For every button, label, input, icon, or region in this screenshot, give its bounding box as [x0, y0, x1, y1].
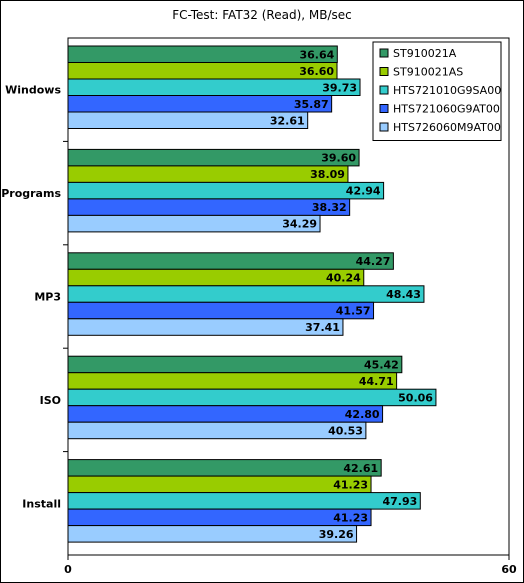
bar-install-hts721010g9sa00 — [67, 492, 421, 510]
bar-windows-hts726060m9at00 — [67, 111, 309, 129]
bar-install-hts726060m9at00 — [67, 525, 358, 543]
bar-iso-hts726060m9at00 — [67, 421, 367, 440]
chart-title: FC-Test: FAT32 (Read), MB/sec — [172, 8, 352, 22]
legend-label-hts721010g9sa00: HTS721010G9SA00 — [393, 84, 501, 97]
legend-label-hts721060g9at00: HTS721060G9AT00 — [393, 103, 500, 116]
value-label: 42.94 — [346, 185, 381, 198]
value-label: 36.60 — [299, 65, 334, 78]
bar-mp3-hts721060g9at00 — [67, 301, 375, 320]
value-label: 50.06 — [398, 391, 433, 404]
bar-programs-hts721010g9sa00 — [67, 181, 385, 200]
bar-programs-st910021as — [67, 165, 349, 183]
bar-windows-st910021as — [67, 62, 338, 80]
bar-programs-hts726060m9at00 — [67, 214, 321, 233]
x-tick-label: 0 — [64, 563, 72, 576]
category-label-install: Install — [22, 497, 61, 510]
category-label-windows: Windows — [5, 84, 61, 97]
category-label-mp3: MP3 — [34, 291, 61, 304]
value-label: 35.87 — [294, 98, 329, 111]
legend-swatch-hts726060m9at00 — [379, 122, 389, 132]
legend-swatch-st910021as — [379, 67, 389, 76]
bar-windows-hts721010g9sa00 — [67, 78, 361, 96]
legend-label-hts726060m9at00: HTS726060M9AT00 — [393, 121, 501, 134]
bar-iso-hts721010g9sa00 — [67, 388, 437, 407]
legend-swatch-hts721060g9at00 — [379, 104, 389, 113]
value-label: 39.73 — [322, 81, 357, 94]
value-label: 38.09 — [310, 168, 345, 181]
bar-mp3-st910021as — [67, 268, 365, 287]
bar-programs-st910021a — [67, 148, 360, 167]
value-label: 41.23 — [333, 511, 368, 524]
bar-programs-hts721060g9at00 — [67, 198, 351, 216]
value-label: 39.60 — [321, 152, 356, 165]
value-label: 38.32 — [312, 201, 347, 214]
value-label: 34.29 — [282, 218, 317, 231]
bar-mp3-hts726060m9at00 — [67, 318, 344, 336]
value-label: 32.61 — [270, 114, 305, 127]
category-label-programs: Programs — [1, 187, 61, 200]
bar-mp3-st910021a — [67, 252, 394, 270]
bar-iso-st910021a — [67, 355, 403, 374]
value-label: 39.26 — [319, 528, 354, 541]
bar-windows-st910021a — [67, 45, 338, 63]
value-label: 40.24 — [326, 272, 361, 285]
bar-iso-hts721060g9at00 — [67, 405, 384, 423]
bar-install-st910021a — [67, 459, 382, 477]
value-label: 47.93 — [382, 495, 417, 508]
bar-install-hts721060g9at00 — [67, 508, 372, 527]
x-tick-label: 60 — [501, 563, 517, 576]
value-label: 44.71 — [359, 375, 394, 388]
value-label: 36.64 — [300, 48, 335, 61]
legend-swatch-hts721010g9sa00 — [379, 85, 389, 95]
legend-label-st910021a: ST910021A — [393, 47, 457, 60]
bar-iso-st910021as — [67, 372, 398, 390]
value-label: 40.53 — [328, 424, 363, 437]
value-label: 41.57 — [336, 305, 371, 318]
category-label-iso: ISO — [40, 394, 61, 407]
value-label: 42.80 — [345, 408, 380, 421]
value-label: 41.23 — [333, 478, 368, 491]
value-label: 42.61 — [343, 462, 378, 475]
value-label: 45.42 — [364, 358, 399, 371]
bar-windows-hts721060g9at00 — [67, 95, 333, 113]
value-label: 44.27 — [356, 255, 391, 268]
value-label: 37.41 — [305, 321, 340, 334]
bar-install-st910021as — [67, 475, 372, 494]
legend-swatch-st910021a — [379, 48, 389, 58]
value-label: 48.43 — [386, 288, 421, 301]
legend-label-st910021as: ST910021AS — [393, 66, 463, 79]
bar-mp3-hts721010g9sa00 — [67, 285, 425, 303]
legend — [372, 41, 502, 141]
